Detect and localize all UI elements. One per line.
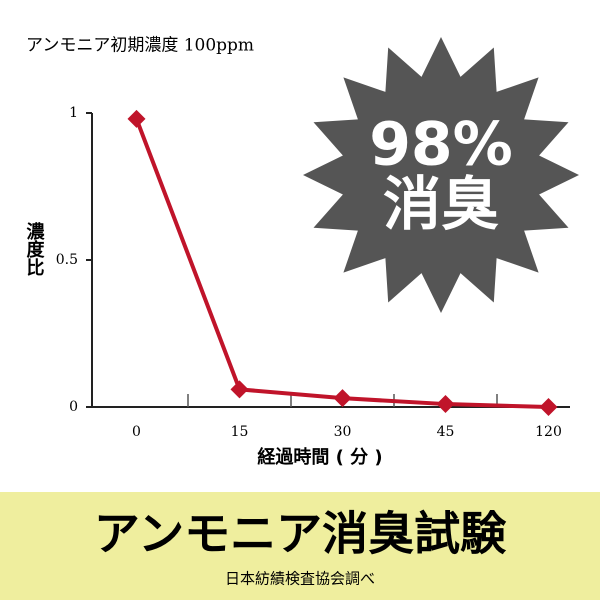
y-tick-label: 0 [69,399,78,415]
x-tick-label: 120 [535,424,562,440]
y-axis-label: 濃度比 [24,221,45,277]
marker [436,395,455,414]
x-tick-label: 30 [334,424,352,440]
x-tick-label: 15 [231,424,249,440]
x-tick-label: 0 [132,424,141,440]
badge-text: 98% [369,110,513,180]
footer-source: 日本紡績検査協会調べ [225,570,375,588]
marker [127,109,146,128]
marker [230,380,249,399]
marker [539,398,558,416]
chart-title: アンモニア初期濃度 100ppm [26,36,254,56]
y-tick-label: 1 [69,105,78,121]
footer-title: アンモニア消臭試験 [94,507,507,561]
x-axis-label: 経過時間 ( 分 ) [257,446,382,468]
badge-text: 消臭 [383,170,499,238]
y-tick-label: 0.5 [56,252,78,268]
x-tick-label: 45 [437,424,455,440]
badge-starburst [303,37,579,313]
footer-banner [0,492,600,600]
marker [333,389,352,408]
